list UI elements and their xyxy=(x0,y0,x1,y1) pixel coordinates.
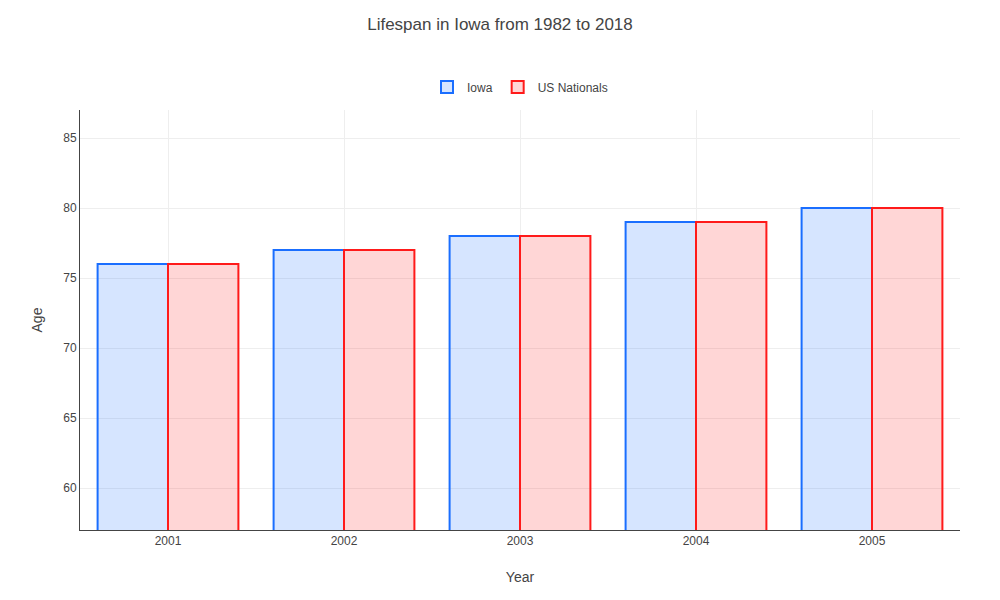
svg-text:2005: 2005 xyxy=(859,534,886,548)
svg-text:75: 75 xyxy=(63,271,77,285)
svg-text:US Nationals: US Nationals xyxy=(538,81,608,95)
svg-text:Year: Year xyxy=(506,569,535,585)
svg-text:80: 80 xyxy=(63,201,77,215)
svg-text:65: 65 xyxy=(63,411,77,425)
svg-text:2004: 2004 xyxy=(683,534,710,548)
svg-text:Iowa: Iowa xyxy=(467,81,493,95)
svg-text:2001: 2001 xyxy=(155,534,182,548)
svg-text:2003: 2003 xyxy=(507,534,534,548)
svg-text:85: 85 xyxy=(63,131,77,145)
svg-text:2002: 2002 xyxy=(331,534,358,548)
svg-text:70: 70 xyxy=(63,341,77,355)
svg-text:Lifespan in Iowa from 1982 to: Lifespan in Iowa from 1982 to 2018 xyxy=(367,15,633,34)
svg-text:60: 60 xyxy=(63,481,77,495)
svg-text:Age: Age xyxy=(29,307,45,332)
